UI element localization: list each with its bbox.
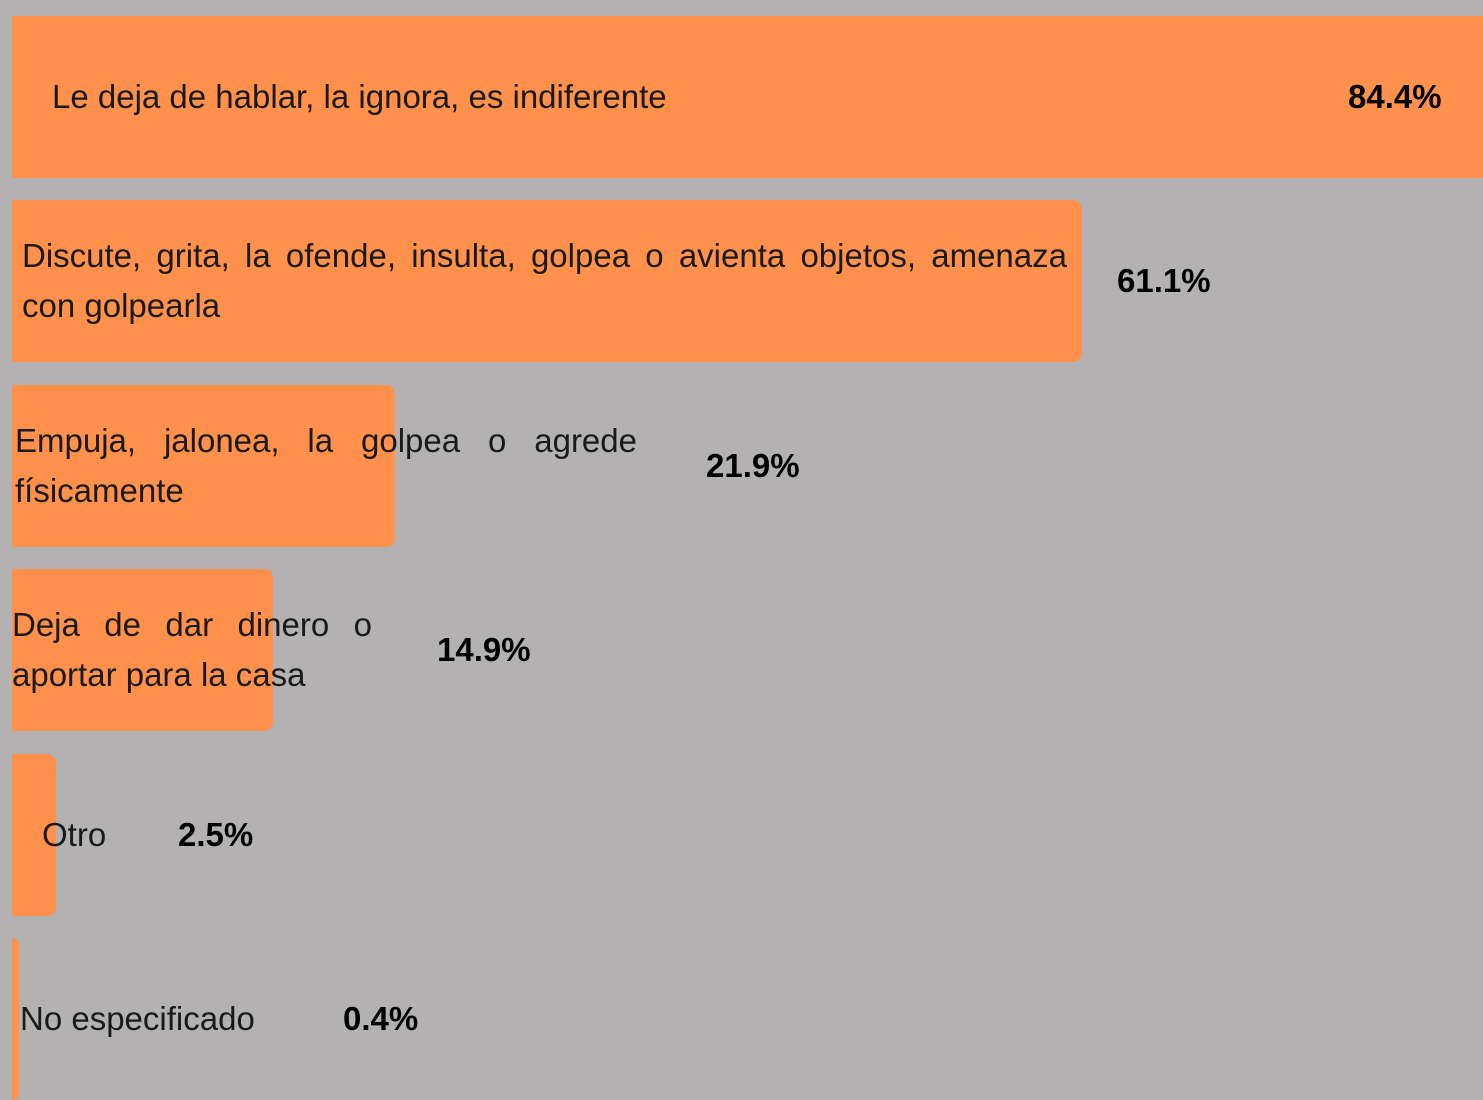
bar (12, 384, 396, 547)
value-label: 84.4% (1348, 78, 1442, 115)
bar (12, 753, 56, 916)
value-label: 14.9% (437, 631, 531, 669)
category-label: Deja de dar dinero o aportar para la cas… (12, 606, 372, 694)
value-label: 21.9% (706, 446, 800, 484)
value-label: 0.4% (343, 1000, 419, 1037)
category-label: Otro (42, 815, 107, 853)
value-label: 2.5% (178, 815, 254, 853)
category-label: No especificado (20, 1000, 255, 1037)
category-label: Le deja de hablar, la ignora, es indifer… (52, 78, 667, 115)
bar (12, 16, 1483, 178)
value-label: 61.1% (1117, 262, 1211, 300)
bar (12, 569, 273, 732)
category-label: Empuja, jalonea, la golpea o agrede físi… (15, 421, 637, 509)
category-label: Discute, grita, la ofende, insulta, golp… (22, 237, 1067, 325)
bar (12, 938, 19, 1100)
bar (12, 200, 1082, 363)
